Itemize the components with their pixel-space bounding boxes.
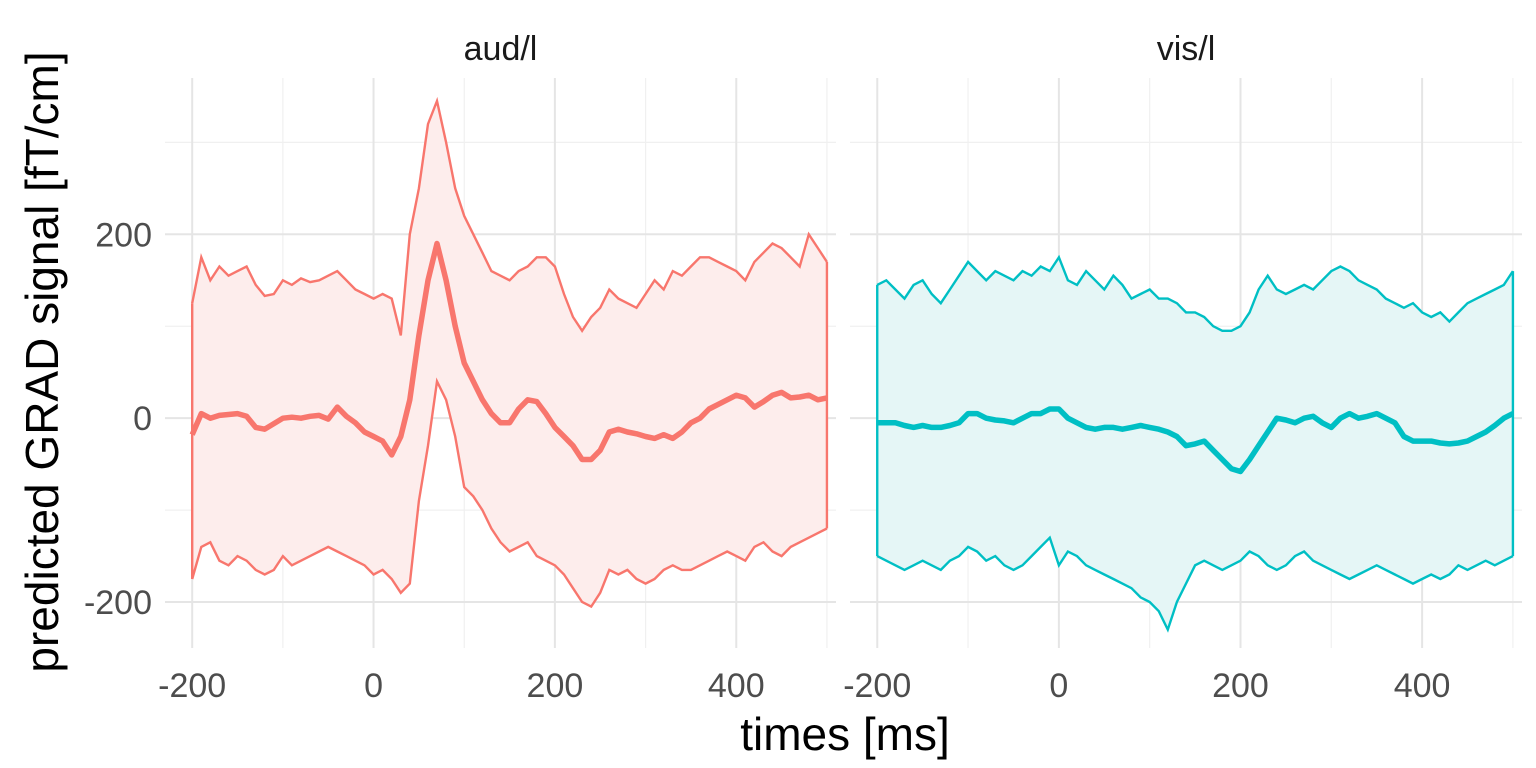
- x-tick-label: 200: [1212, 667, 1269, 705]
- x-axis-title: times [ms]: [740, 708, 950, 760]
- y-tick-label: 200: [95, 216, 152, 254]
- x-tick-label: -200: [158, 667, 226, 705]
- x-tick-label: 0: [364, 667, 383, 705]
- panel-strip-label: aud/l: [464, 30, 538, 68]
- x-tick-label: 0: [1049, 667, 1068, 705]
- upper-bound-line: [191, 96, 828, 336]
- panel-strip-label: vis/l: [1157, 30, 1216, 68]
- y-axis: -200 0 200: [84, 216, 152, 622]
- x-tick-label: -200: [843, 667, 911, 705]
- mean-line: [189, 240, 828, 463]
- lower-bound-line: [191, 377, 828, 609]
- y-axis-title: predicted GRAD signal [fT/cm]: [16, 51, 68, 672]
- x-tick-label: 400: [708, 667, 765, 705]
- panel-0: aud/l -200 0 200 400: [158, 30, 836, 705]
- lower-bound-line: [876, 535, 1514, 633]
- y-tick-label: 0: [133, 400, 152, 438]
- x-tick-label: 400: [1394, 667, 1451, 705]
- ci-ribbon: [192, 101, 827, 607]
- upper-bound-line: [876, 254, 1514, 332]
- y-tick-label: -200: [84, 584, 152, 622]
- mean-line: [877, 406, 1515, 475]
- panel-1: vis/l -200 0 200 400: [843, 30, 1522, 705]
- x-tick-label: 200: [527, 667, 584, 705]
